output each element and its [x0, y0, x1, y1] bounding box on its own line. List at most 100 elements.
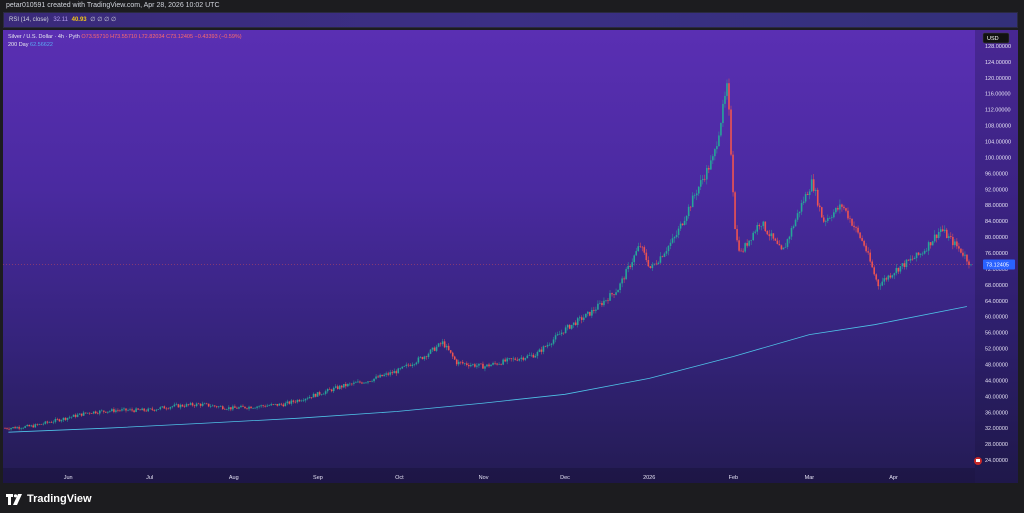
- candle-body[interactable]: [44, 421, 47, 424]
- candle-body[interactable]: [734, 192, 736, 230]
- candle-body[interactable]: [546, 344, 549, 347]
- candle-body[interactable]: [445, 345, 448, 348]
- candle-body[interactable]: [127, 410, 129, 411]
- candle-body[interactable]: [744, 243, 746, 252]
- candle-body[interactable]: [669, 242, 672, 246]
- candle-body[interactable]: [205, 403, 208, 405]
- candle-body[interactable]: [62, 417, 65, 421]
- candle-body[interactable]: [492, 362, 494, 365]
- candle-body[interactable]: [357, 381, 359, 383]
- candle-body[interactable]: [502, 359, 504, 365]
- candle-body[interactable]: [562, 332, 565, 334]
- candle-body[interactable]: [675, 234, 678, 238]
- candle-body[interactable]: [439, 343, 442, 345]
- candle-body[interactable]: [655, 263, 658, 265]
- candle-body[interactable]: [615, 292, 617, 295]
- candle-body[interactable]: [22, 427, 24, 429]
- candle-body[interactable]: [875, 274, 878, 280]
- candle-body[interactable]: [54, 419, 57, 422]
- candle-body[interactable]: [889, 275, 892, 278]
- candle-body[interactable]: [820, 207, 823, 218]
- candle-body[interactable]: [177, 404, 180, 408]
- candle-body[interactable]: [435, 346, 438, 351]
- candle-body[interactable]: [907, 259, 910, 261]
- candle-body[interactable]: [855, 227, 857, 228]
- candle-body[interactable]: [274, 403, 277, 405]
- candle-body[interactable]: [859, 232, 861, 239]
- candle-body[interactable]: [706, 168, 708, 180]
- candle-body[interactable]: [839, 204, 841, 210]
- candle-body[interactable]: [685, 216, 688, 221]
- candle-body[interactable]: [966, 254, 968, 262]
- candle-body[interactable]: [534, 355, 537, 358]
- candle-body[interactable]: [314, 393, 317, 397]
- candle-body[interactable]: [556, 334, 559, 336]
- candle-body[interactable]: [459, 361, 462, 363]
- candle-body[interactable]: [4, 428, 6, 429]
- candle-body[interactable]: [207, 403, 210, 407]
- candle-body[interactable]: [389, 372, 391, 375]
- candle-body[interactable]: [359, 381, 361, 383]
- candle-body[interactable]: [885, 278, 888, 280]
- candle-body[interactable]: [560, 332, 563, 335]
- candle-body[interactable]: [322, 393, 325, 395]
- candle-body[interactable]: [52, 421, 55, 423]
- candle-body[interactable]: [228, 407, 230, 410]
- candle-body[interactable]: [941, 229, 944, 232]
- candle-body[interactable]: [710, 160, 712, 170]
- candle-body[interactable]: [288, 401, 291, 404]
- candle-body[interactable]: [605, 300, 607, 301]
- candle-body[interactable]: [64, 417, 67, 420]
- candle-body[interactable]: [827, 218, 829, 221]
- candle-body[interactable]: [956, 241, 958, 247]
- candle-body[interactable]: [167, 408, 170, 410]
- candle-body[interactable]: [943, 229, 946, 232]
- candle-body[interactable]: [554, 335, 557, 340]
- candle-body[interactable]: [457, 361, 460, 365]
- candle-body[interactable]: [589, 311, 591, 316]
- candle-body[interactable]: [506, 358, 508, 362]
- candle-body[interactable]: [393, 371, 396, 374]
- candle-body[interactable]: [639, 246, 642, 247]
- currency-button[interactable]: [982, 32, 1010, 44]
- candle-body[interactable]: [857, 227, 859, 233]
- candle-body[interactable]: [748, 240, 750, 246]
- candle-body[interactable]: [90, 413, 93, 414]
- candle-body[interactable]: [712, 156, 714, 161]
- candle-body[interactable]: [405, 364, 408, 367]
- candle-body[interactable]: [603, 300, 605, 306]
- candle-body[interactable]: [24, 426, 26, 428]
- candle-body[interactable]: [649, 266, 652, 269]
- candle-body[interactable]: [286, 401, 289, 404]
- candle-body[interactable]: [361, 382, 363, 384]
- candle-body[interactable]: [810, 179, 813, 192]
- candle-body[interactable]: [419, 357, 422, 358]
- candle-body[interactable]: [298, 399, 301, 402]
- candle-body[interactable]: [611, 293, 613, 295]
- candle-body[interactable]: [814, 189, 817, 191]
- candle-body[interactable]: [800, 202, 803, 212]
- candle-body[interactable]: [98, 410, 101, 414]
- candle-body[interactable]: [332, 387, 335, 392]
- candle-body[interactable]: [572, 322, 575, 325]
- candle-body[interactable]: [282, 404, 285, 407]
- candle-body[interactable]: [161, 406, 164, 408]
- candle-body[interactable]: [256, 406, 258, 408]
- candle-body[interactable]: [135, 408, 137, 412]
- candle-body[interactable]: [837, 207, 839, 210]
- candle-body[interactable]: [345, 383, 347, 387]
- candle-body[interactable]: [121, 409, 123, 411]
- candle-body[interactable]: [240, 405, 242, 408]
- candle-body[interactable]: [14, 427, 16, 429]
- candle-body[interactable]: [6, 428, 8, 429]
- candle-body[interactable]: [651, 264, 654, 269]
- candle-body[interactable]: [871, 261, 873, 268]
- candle-body[interactable]: [84, 412, 87, 414]
- candle-body[interactable]: [796, 213, 799, 220]
- legend-symbol[interactable]: Silver / U.S. Dollar · 4h · Pyth: [8, 34, 80, 40]
- candle-body[interactable]: [94, 411, 97, 414]
- candle-body[interactable]: [447, 345, 450, 351]
- candle-body[interactable]: [258, 406, 260, 407]
- candle-body[interactable]: [76, 414, 79, 417]
- candle-body[interactable]: [70, 416, 73, 418]
